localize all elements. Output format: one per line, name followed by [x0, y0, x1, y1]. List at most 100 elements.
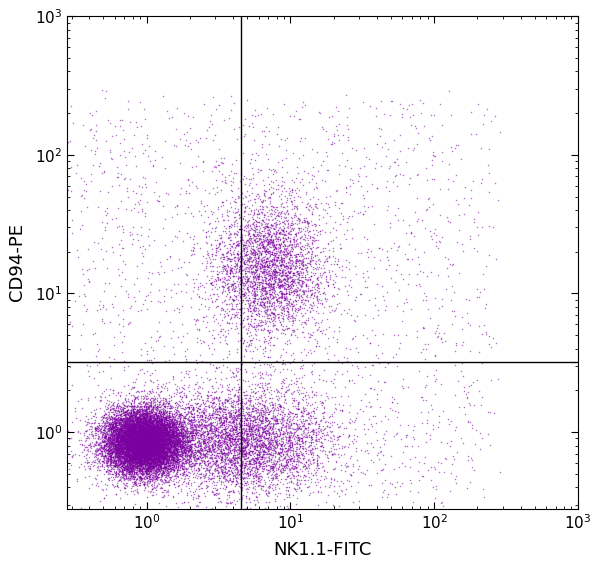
Point	[241, 324, 251, 333]
Point	[137, 424, 147, 433]
Point	[160, 426, 169, 435]
Point	[136, 460, 146, 469]
Point	[152, 460, 162, 469]
Point	[157, 400, 167, 409]
Point	[166, 333, 176, 342]
Point	[151, 446, 161, 455]
Point	[275, 293, 285, 302]
Point	[151, 429, 160, 438]
Point	[134, 426, 143, 435]
Point	[156, 437, 166, 446]
Point	[259, 243, 269, 252]
Point	[207, 441, 217, 450]
Point	[372, 183, 382, 192]
Point	[145, 462, 154, 471]
Point	[260, 270, 270, 280]
Point	[116, 435, 126, 444]
Point	[110, 407, 120, 416]
Point	[136, 350, 146, 359]
Point	[249, 415, 259, 424]
Point	[137, 435, 147, 445]
Point	[141, 438, 151, 447]
Point	[194, 447, 203, 456]
Point	[243, 311, 253, 320]
Point	[131, 430, 141, 439]
Point	[177, 319, 187, 328]
Point	[130, 429, 139, 438]
Point	[440, 454, 450, 463]
Point	[125, 433, 134, 442]
Point	[302, 226, 311, 235]
Point	[220, 403, 230, 412]
Point	[145, 454, 155, 463]
Point	[159, 468, 169, 477]
Point	[287, 255, 297, 264]
Point	[136, 409, 145, 418]
Point	[125, 429, 134, 438]
Point	[146, 439, 156, 448]
Point	[130, 448, 140, 457]
Point	[191, 453, 200, 462]
Point	[182, 459, 191, 468]
Point	[246, 252, 256, 261]
Point	[149, 439, 159, 448]
Point	[275, 455, 285, 464]
Point	[224, 438, 234, 447]
Point	[209, 333, 219, 342]
Point	[210, 275, 220, 284]
Point	[186, 421, 196, 430]
Point	[152, 454, 161, 463]
Point	[257, 473, 267, 482]
Point	[140, 429, 149, 438]
Point	[292, 235, 302, 244]
Point	[121, 435, 130, 445]
Point	[295, 262, 304, 271]
Point	[170, 433, 180, 442]
Point	[151, 444, 160, 453]
Point	[133, 462, 142, 471]
Point	[248, 440, 257, 449]
Point	[171, 390, 181, 399]
Point	[125, 424, 134, 433]
Point	[458, 324, 467, 333]
Point	[250, 463, 260, 472]
Point	[137, 428, 147, 437]
Point	[262, 413, 271, 422]
Point	[113, 433, 123, 442]
Point	[185, 424, 195, 433]
Point	[166, 446, 176, 455]
Point	[143, 438, 153, 447]
Point	[243, 261, 253, 270]
Point	[146, 416, 155, 425]
Point	[152, 446, 162, 455]
Point	[173, 440, 182, 449]
Point	[293, 382, 302, 391]
Point	[214, 435, 224, 444]
Point	[196, 478, 206, 487]
Point	[233, 205, 242, 214]
Point	[245, 229, 254, 238]
Point	[145, 437, 154, 446]
Point	[133, 439, 142, 448]
Point	[245, 427, 254, 436]
Point	[129, 448, 139, 457]
Point	[116, 446, 126, 455]
Point	[227, 384, 237, 393]
Point	[128, 439, 137, 448]
Point	[135, 430, 145, 439]
Point	[247, 463, 256, 472]
Point	[141, 438, 151, 447]
Point	[263, 473, 272, 482]
Point	[143, 437, 153, 446]
Point	[232, 321, 241, 331]
Point	[244, 473, 254, 482]
Point	[157, 411, 166, 420]
Point	[280, 310, 289, 319]
Point	[289, 275, 298, 284]
Point	[253, 423, 262, 432]
Point	[137, 439, 147, 448]
Point	[116, 431, 126, 441]
Point	[106, 446, 116, 455]
Point	[142, 452, 151, 461]
Point	[131, 408, 140, 417]
